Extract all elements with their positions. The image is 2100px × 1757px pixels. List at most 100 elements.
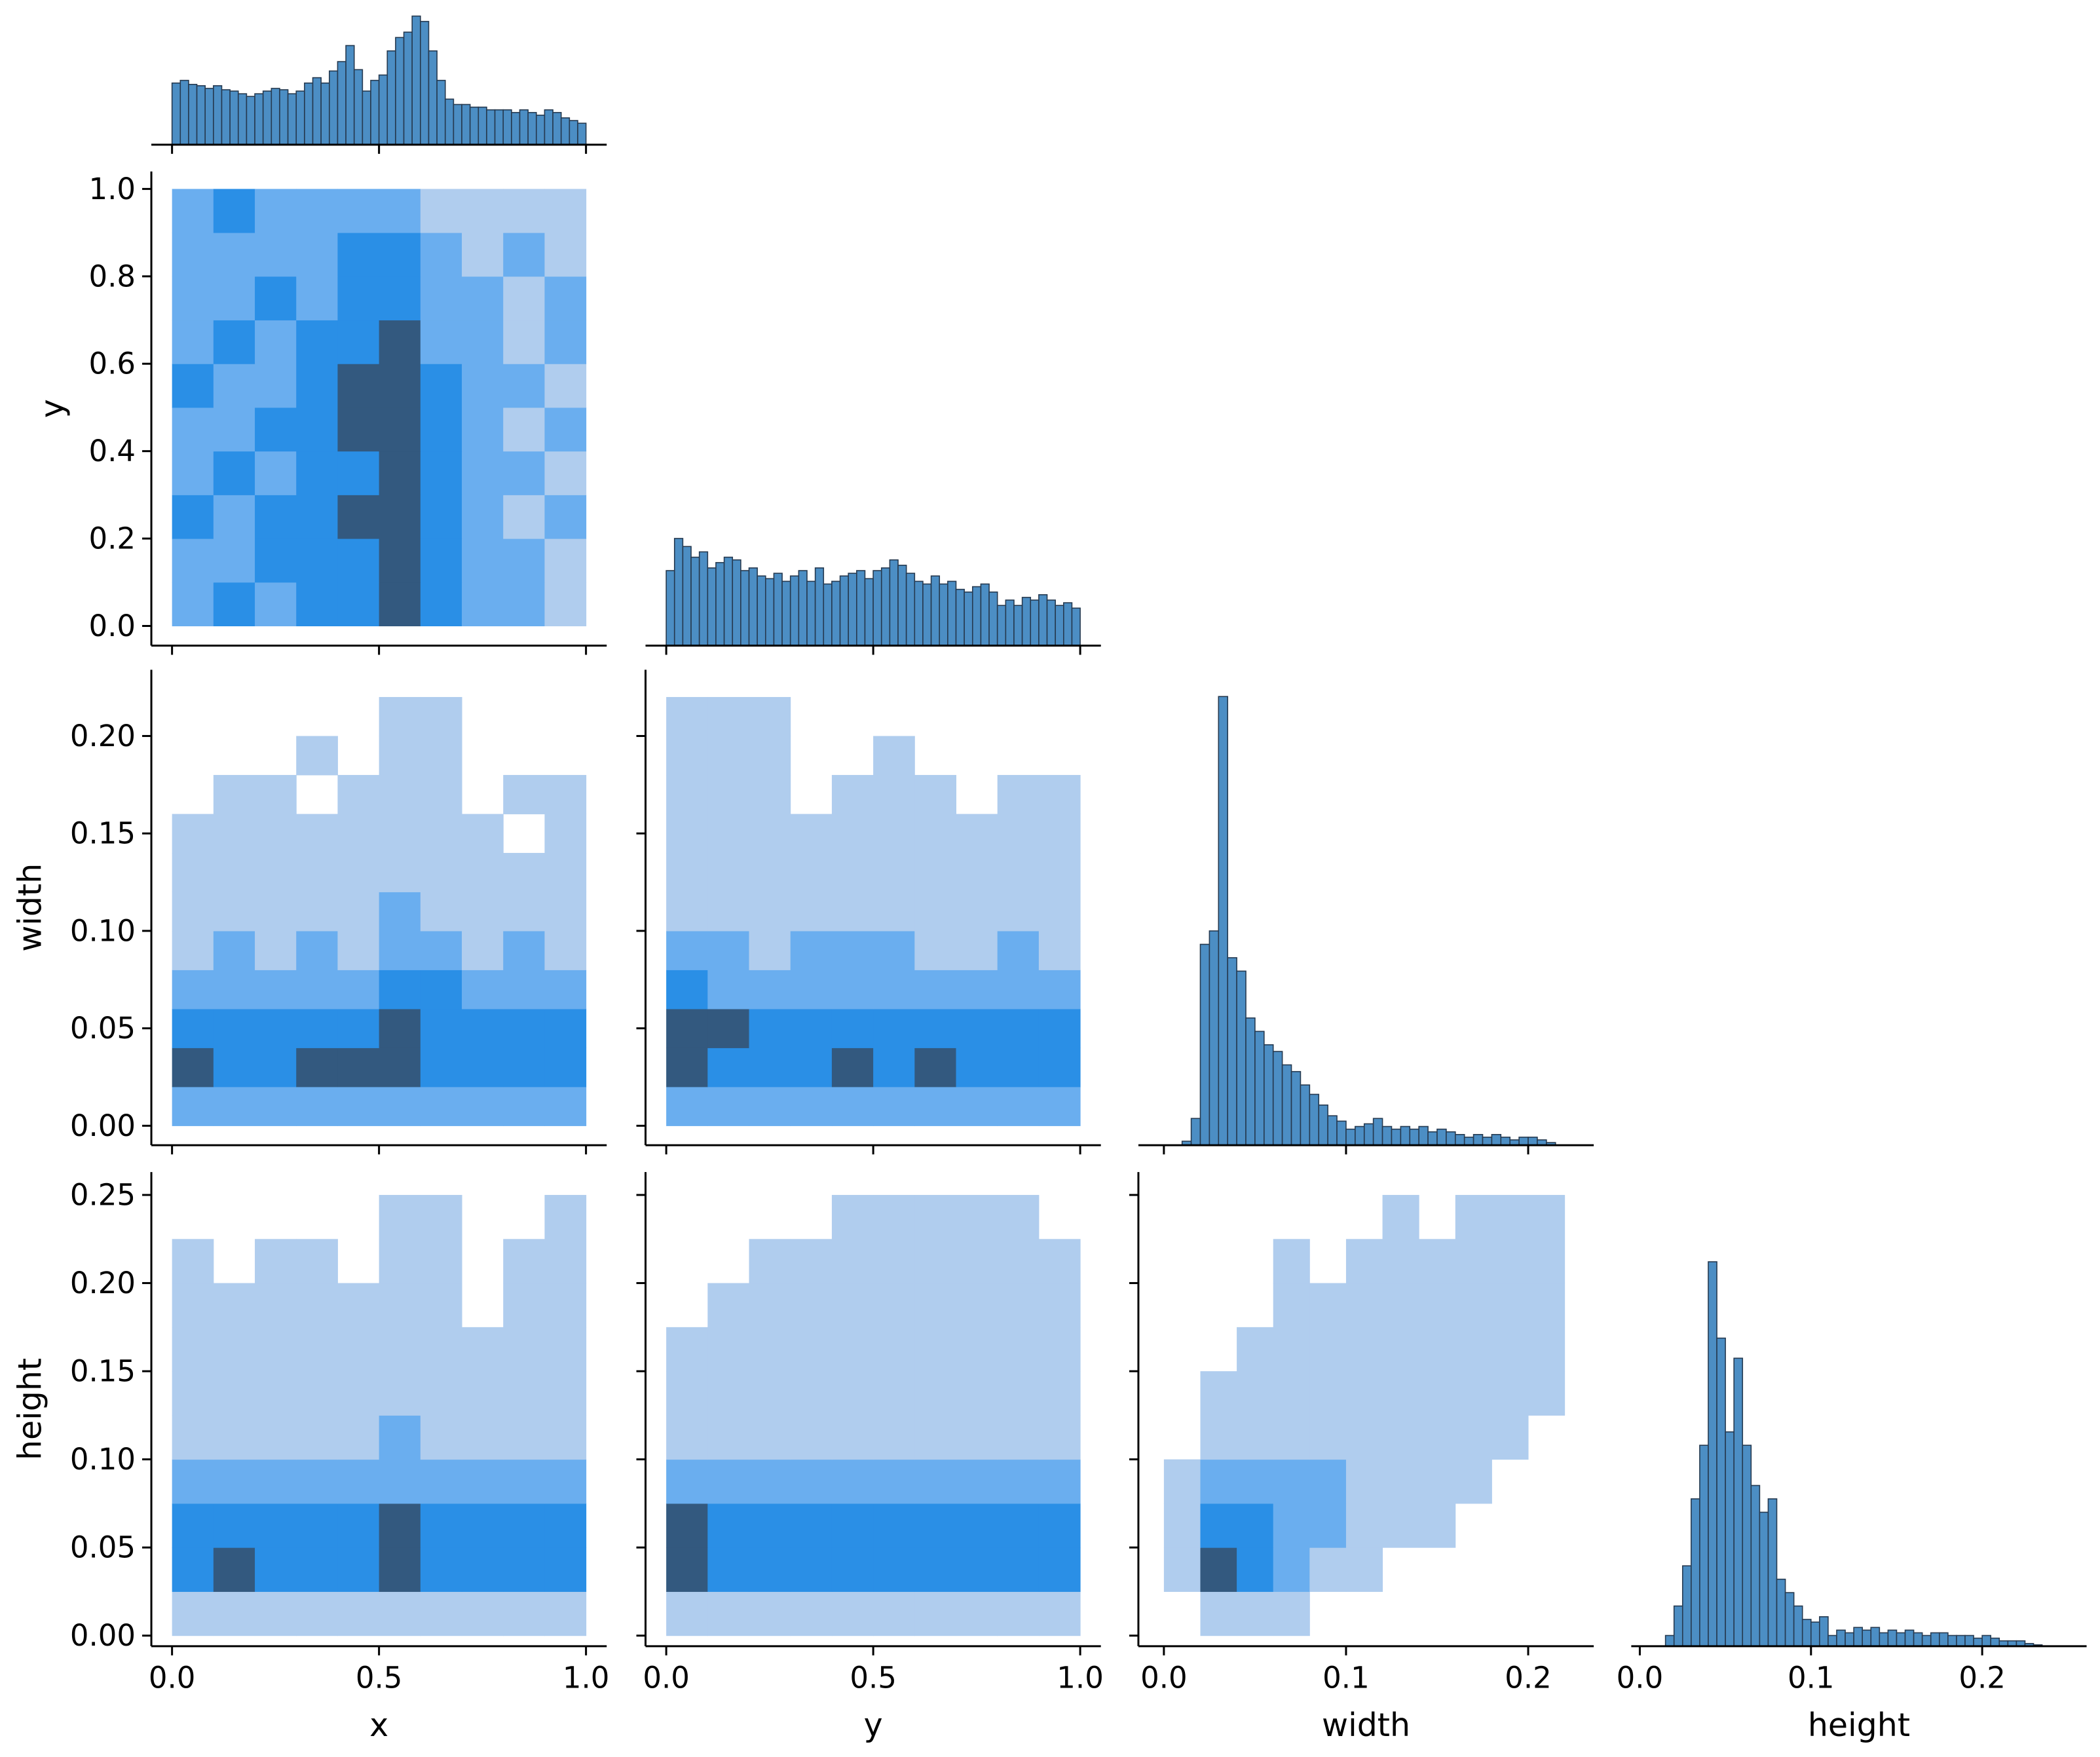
heat-cell	[790, 1008, 833, 1048]
hist-bar	[1046, 599, 1056, 647]
heatmap-panel: 0.0 0.5 1.0 y	[636, 1172, 1104, 1744]
hist-bar	[444, 98, 455, 145]
heat-cell	[462, 1415, 504, 1460]
heat-cell	[337, 736, 379, 775]
heat-cell	[503, 1327, 545, 1372]
hist-bar	[1381, 1125, 1393, 1146]
histogram-panel	[645, 538, 1101, 655]
heat-cell	[255, 495, 297, 539]
y-tick-label: 0.00	[70, 1108, 136, 1143]
heat-cell	[462, 320, 504, 364]
heat-cell	[914, 1086, 957, 1126]
heat-cell	[707, 1008, 750, 1048]
heat-cell	[956, 892, 998, 932]
heat-cell	[462, 1239, 504, 1283]
heat-cell	[997, 1283, 1040, 1328]
heat-cell	[1237, 1195, 1273, 1239]
heat-cell	[503, 1503, 545, 1548]
heat-cell	[1382, 1503, 1419, 1548]
heat-cell	[997, 1503, 1040, 1548]
hist-bar	[1391, 1128, 1402, 1146]
heat-cell	[420, 320, 462, 364]
hist-bar	[1245, 1017, 1256, 1146]
heat-cell	[914, 852, 957, 892]
hist-bar	[279, 89, 289, 145]
hist-bar	[1664, 1634, 1675, 1647]
heat-cell	[1345, 1547, 1383, 1592]
heat-cell	[544, 1239, 587, 1284]
heat-cell	[831, 892, 874, 932]
hist-bar	[237, 93, 248, 145]
heat-cell	[666, 1415, 708, 1460]
heat-cell	[503, 582, 545, 626]
x-axis-label: y	[864, 1707, 883, 1744]
heat-cell	[503, 276, 545, 321]
heat-cell	[503, 407, 545, 452]
heat-cell	[172, 1547, 214, 1592]
heat-cell	[544, 189, 587, 233]
hist-bar	[254, 93, 264, 145]
heat-cell	[707, 852, 750, 892]
hist-bar	[1887, 1629, 1898, 1647]
heat-cell	[749, 1283, 791, 1328]
heat-cell	[420, 1503, 462, 1548]
y-tick-label: 0.8	[88, 259, 136, 293]
heat-cell	[1491, 1195, 1529, 1239]
heat-cell	[749, 1327, 791, 1372]
heat-cell	[873, 1415, 915, 1460]
heat-cell	[873, 1503, 915, 1548]
heat-cell	[791, 775, 833, 814]
heat-cell	[831, 1547, 874, 1592]
heat-cell	[1237, 1591, 1274, 1636]
heat-cell	[172, 1239, 214, 1284]
heat-cell	[544, 852, 587, 892]
hist-bar	[930, 575, 941, 647]
heat-cell	[213, 407, 255, 452]
heatmap-panel: 0.0 0.2 0.4 0.6 0.8 1.0 y	[34, 171, 607, 655]
heat-cell	[707, 970, 750, 1010]
heat-cell	[1491, 1547, 1528, 1592]
heat-cell	[337, 697, 379, 736]
heat-cell	[1038, 1008, 1081, 1048]
heat-cell	[956, 1547, 998, 1592]
heat-cell	[707, 1327, 750, 1372]
y-tick-label: 0.05	[70, 1011, 136, 1046]
heat-cell	[1237, 1459, 1274, 1504]
hist-bar	[213, 85, 223, 145]
hist-bar	[304, 82, 314, 145]
heat-cell	[749, 970, 791, 1010]
heat-cell	[1455, 1239, 1492, 1284]
heat-cell	[213, 1008, 255, 1048]
heat-cell	[997, 1591, 1040, 1636]
heat-cell	[1491, 1415, 1529, 1460]
heat-cell	[544, 970, 587, 1010]
heat-cell	[503, 892, 545, 932]
y-tick-label: 0.00	[70, 1618, 136, 1653]
heat-cell	[296, 1195, 338, 1239]
heat-cell	[1382, 1195, 1419, 1239]
heat-cell	[1309, 1591, 1346, 1636]
heat-cell	[707, 1547, 750, 1592]
heat-cell	[462, 364, 504, 408]
heat-cell	[172, 189, 214, 233]
heat-cell	[503, 1547, 545, 1592]
heatmap-panel: 0.00 0.05 0.10 0.15 0.20 0.25 0.0 0.5 1.0 x height	[12, 1172, 609, 1744]
heat-cell	[420, 892, 462, 932]
heat-cell	[1346, 1591, 1383, 1636]
heat-cell	[666, 1283, 708, 1328]
heat-cell	[831, 814, 874, 854]
hist-bar	[880, 567, 891, 647]
heat-cell	[213, 1048, 255, 1087]
hist-bar	[1913, 1632, 1923, 1647]
heat-cell	[831, 774, 874, 814]
hist-bar	[204, 88, 214, 145]
heat-cell	[544, 1459, 587, 1504]
heat-cell	[255, 407, 297, 452]
heat-cell	[462, 582, 504, 626]
hist-bar	[889, 559, 899, 647]
heat-cell	[296, 814, 338, 854]
x-tick-label: 0.1	[1322, 1660, 1370, 1695]
heat-cell	[462, 930, 504, 970]
heat-cell	[420, 1591, 462, 1636]
heat-cell	[296, 233, 338, 277]
